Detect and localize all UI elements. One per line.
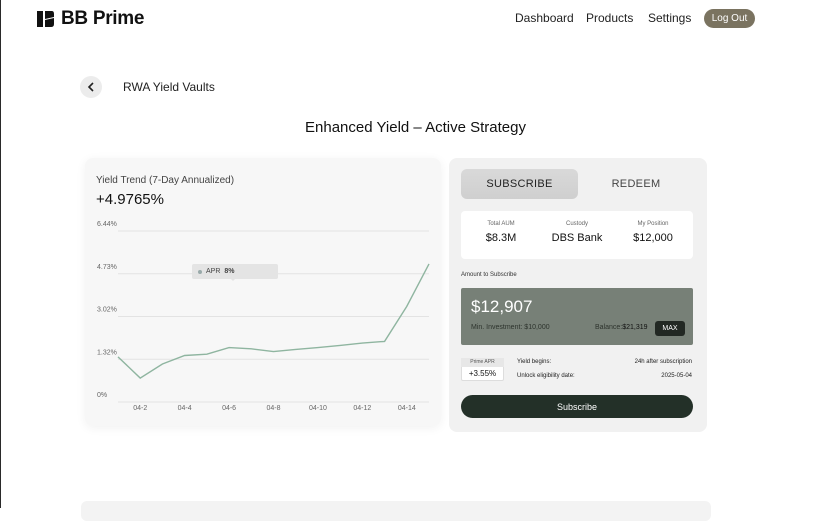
nav-dashboard[interactable]: Dashboard bbox=[515, 11, 574, 25]
breadcrumb-label: RWA Yield Vaults bbox=[123, 80, 215, 94]
yield-begins-value: 24h after subscription bbox=[634, 359, 692, 365]
tab-subscribe[interactable]: SUBSCRIBE bbox=[461, 169, 578, 199]
x-tick-label: 04-6 bbox=[222, 405, 236, 412]
balance-value: $21,319 bbox=[622, 324, 648, 331]
series-line bbox=[117, 263, 430, 379]
brand-name: BB Prime bbox=[61, 8, 145, 29]
y-tick-label: 0% bbox=[97, 392, 107, 399]
logo-icon bbox=[37, 11, 54, 27]
back-button[interactable] bbox=[80, 76, 102, 98]
stat-label: My Position bbox=[637, 221, 669, 227]
min-investment: Min. Investment: $10,000 bbox=[471, 324, 550, 331]
stat-label: Total AUM bbox=[487, 221, 515, 227]
stats-panel bbox=[461, 211, 693, 259]
tab-redeem[interactable]: REDEEM bbox=[611, 178, 661, 190]
prime-apr-value: +3.55% bbox=[468, 369, 497, 378]
unlock-label: Unlock eligibility date: bbox=[517, 373, 575, 379]
x-tick-label: 04-4 bbox=[178, 405, 192, 412]
y-tick-label: 3.02% bbox=[97, 307, 117, 314]
logout-button[interactable]: Log Out bbox=[704, 9, 755, 28]
bottom-card bbox=[81, 501, 711, 521]
x-tick-label: 04-2 bbox=[133, 405, 147, 412]
page-title: Enhanced Yield – Active Strategy bbox=[305, 119, 526, 136]
y-tick-label: 1.32% bbox=[97, 349, 117, 356]
nav-settings[interactable]: Settings bbox=[648, 11, 692, 25]
nav-products[interactable]: Products bbox=[586, 11, 634, 25]
yield-chart-card bbox=[85, 158, 441, 426]
x-tick-label: 04-12 bbox=[353, 405, 371, 412]
x-tick-label: 04-10 bbox=[309, 405, 327, 412]
stat-custody: Custody DBS Bank bbox=[538, 221, 616, 244]
max-button[interactable]: MAX bbox=[655, 321, 685, 336]
subscribe-button[interactable]: Subscribe bbox=[461, 395, 693, 418]
chart-title: Yield Trend (7-Day Annualized) bbox=[96, 175, 235, 186]
tooltip-label: APR bbox=[206, 268, 221, 275]
prime-apr-label: Prime APR bbox=[461, 358, 504, 367]
y-tick-label: 4.73% bbox=[97, 264, 117, 271]
stat-value: $12,000 bbox=[633, 232, 673, 244]
tooltip-dot bbox=[198, 269, 202, 274]
balance: Balance:$21,319 bbox=[595, 324, 648, 331]
tooltip-value: 8% bbox=[224, 268, 235, 275]
amount-input[interactable] bbox=[461, 288, 693, 345]
chart-value: +4.9765% bbox=[96, 191, 164, 208]
stat-value: $8.3M bbox=[485, 232, 517, 244]
balance-label: Balance: bbox=[595, 324, 623, 331]
stat-label: Custody bbox=[565, 221, 588, 227]
x-tick-label: 04-14 bbox=[398, 405, 416, 412]
x-tick-label: 04-8 bbox=[266, 405, 280, 412]
stat-total-aum: Total AUM $8.3M bbox=[462, 221, 540, 244]
chevron-left-icon bbox=[87, 82, 94, 92]
unlock-value: 2025-05-04 bbox=[661, 373, 692, 379]
yield-begins-label: Yield begins: bbox=[517, 359, 552, 365]
amount-label: Amount to Subscribe bbox=[461, 272, 517, 278]
tooltip-arrow bbox=[230, 278, 236, 281]
brand-logo[interactable]: BB Prime bbox=[35, 8, 144, 30]
stat-my-position: My Position $12,000 bbox=[614, 221, 692, 244]
stat-value: DBS Bank bbox=[551, 232, 603, 244]
amount-value[interactable]: $12,907 bbox=[471, 297, 533, 316]
y-tick-label: 6.44% bbox=[97, 221, 117, 228]
chart-tooltip: APR 8% bbox=[192, 264, 278, 281]
